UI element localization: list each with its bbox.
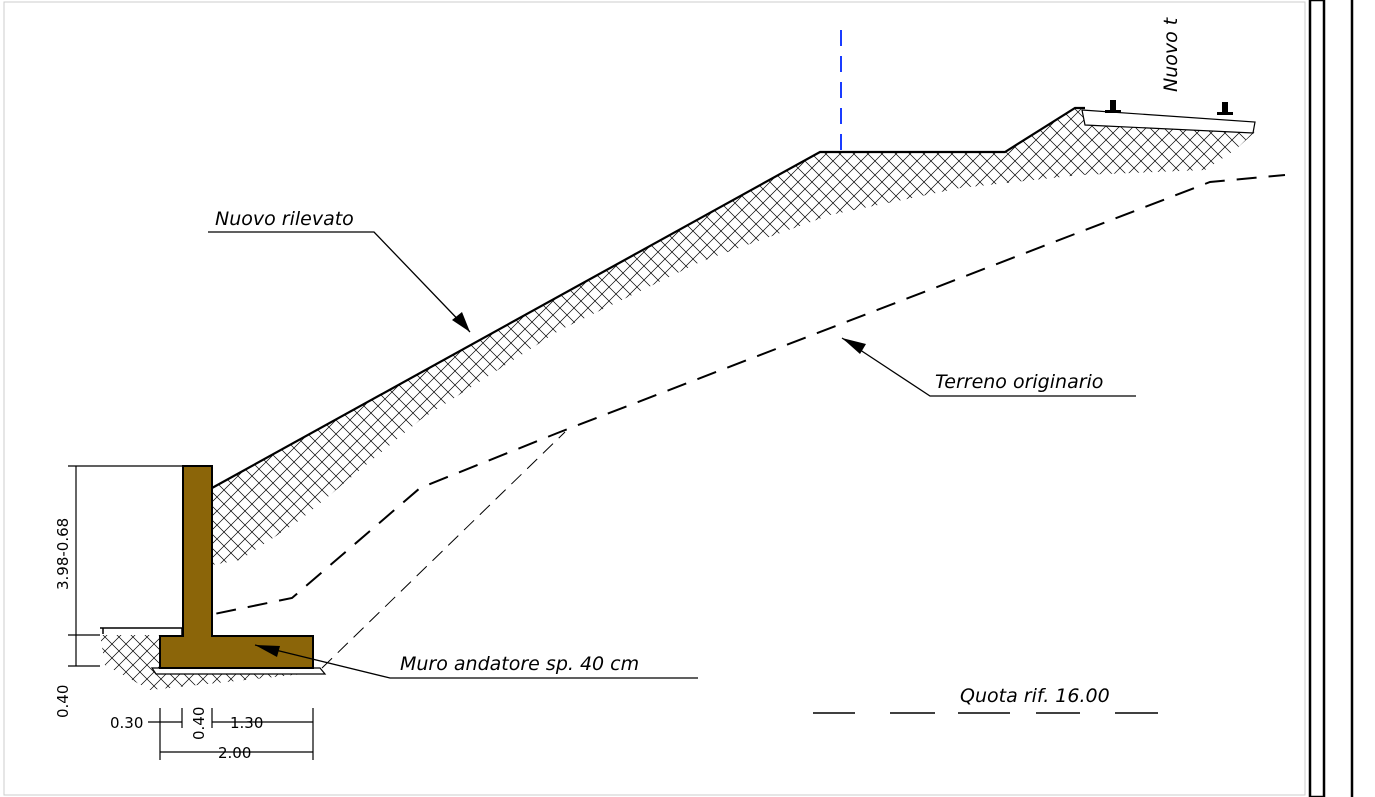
wall-label: Muro andatore sp. 40 cm: [400, 653, 639, 675]
heel-width-dimension: 1.30: [230, 714, 263, 732]
rail-right-icon: [1217, 102, 1233, 115]
embankment-leader: [208, 231, 471, 333]
original-ground-arrow-icon: [842, 338, 866, 354]
wall-leader: [254, 644, 698, 679]
footing-thickness-dimension: 0.40: [54, 685, 72, 718]
toe-width-dimension: 0.30: [110, 714, 143, 732]
title-block-band: [1308, 0, 1326, 797]
embankment-slope-line: [211, 106, 1085, 489]
total-width-dimension: 2.00: [218, 744, 251, 762]
embankment-label: Nuovo rilevato: [215, 208, 354, 230]
horizontal-dimension-lines: [148, 708, 314, 760]
excavation-line: [321, 431, 566, 669]
wall-height-dimension: 3.98-0.68: [54, 518, 72, 590]
original-ground-line: [184, 174, 1286, 621]
reference-level-label: Quota rif. 16.00: [960, 685, 1110, 707]
drawing-border: [3, 1, 1306, 796]
rail-left-icon: [1105, 100, 1121, 113]
wall-arrow-icon: [255, 645, 280, 657]
stem-width-dimension: 0.40: [190, 707, 208, 740]
original-ground-label: Terreno originario: [935, 371, 1103, 393]
embankment-arrow-icon: [452, 312, 470, 332]
track-label: Nuovo t: [1160, 16, 1182, 92]
original-ground-leader: [841, 337, 1136, 397]
track-sleeper: [1081, 109, 1256, 134]
retaining-wall: [159, 465, 314, 669]
vertical-dimension-lines: [68, 465, 182, 667]
embankment-fill: [212, 108, 1255, 565]
foundation-ground-hatch: [100, 635, 322, 690]
